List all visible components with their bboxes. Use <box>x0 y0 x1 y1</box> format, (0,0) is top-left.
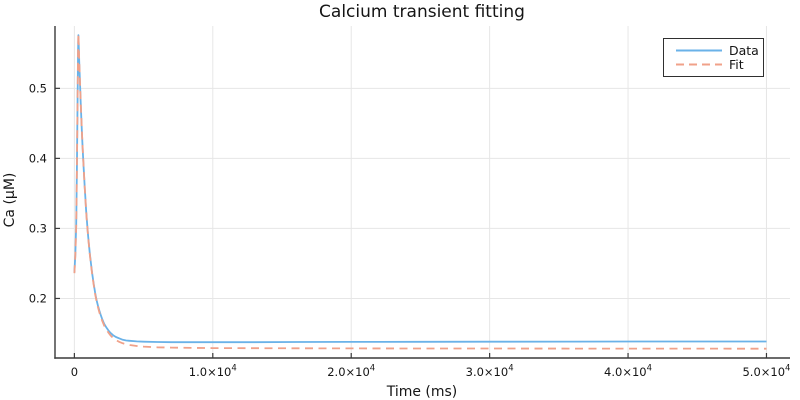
legend-box <box>663 38 764 77</box>
chart-title: Calcium transient fitting <box>319 2 525 22</box>
y-tick-label: 0.3 <box>29 221 47 235</box>
fit-series-line <box>73 32 767 350</box>
x-tick-label: 5.0×104 <box>742 364 790 380</box>
y-tick-label: 0.5 <box>29 81 47 95</box>
x-axis-label: Time (ms) <box>386 384 458 400</box>
y-tick-label: 0.2 <box>29 291 47 305</box>
grid-layer <box>55 26 790 358</box>
y-axis-label: Ca (μM) <box>2 173 18 228</box>
x-tick-label: 0 <box>71 365 78 379</box>
series-layer <box>73 32 767 350</box>
axis-layer: 0.2 0.3 0.4 0.5 0 1.0×104 2.0×104 3.0×104 4.0×10… <box>29 26 790 380</box>
x-tick-label: 2.0×104 <box>327 364 375 380</box>
legend-fit-label: Fit <box>729 57 744 72</box>
y-tick-label: 0.4 <box>29 151 47 165</box>
x-tick-label: 1.0×104 <box>189 364 237 380</box>
legend: Data Fit <box>663 38 764 77</box>
legend-data-label: Data <box>729 43 759 58</box>
x-tick-label: 4.0×104 <box>604 364 652 380</box>
data-series-line <box>73 34 767 344</box>
x-tick-label: 3.0×104 <box>466 364 514 380</box>
